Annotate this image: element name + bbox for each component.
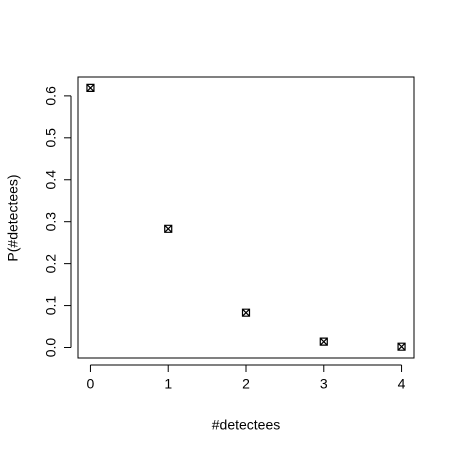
x-axis-label: #detectees [212, 417, 281, 433]
y-tick-label: 0.3 [43, 212, 59, 232]
point [164, 224, 173, 233]
y-tick-label: 0.0 [43, 338, 59, 358]
x-tick-label: 4 [398, 376, 406, 392]
y-tick-label: 0.4 [43, 170, 59, 190]
x-tick-label: 2 [242, 376, 250, 392]
x-tick-label: 1 [164, 376, 172, 392]
plot-box [77, 76, 415, 359]
y-tick-label: 0.1 [43, 296, 59, 316]
y-axis-label: P(#detectees) [5, 174, 21, 261]
x-tick-label: 3 [320, 376, 328, 392]
y-tick-label: 0.6 [43, 86, 59, 106]
y-tick-label: 0.2 [43, 254, 59, 274]
point [241, 308, 251, 317]
x-tick-label: 0 [87, 376, 95, 392]
point [319, 337, 328, 346]
point [86, 83, 95, 93]
y-tick-label: 0.5 [43, 128, 59, 148]
point [397, 342, 406, 351]
